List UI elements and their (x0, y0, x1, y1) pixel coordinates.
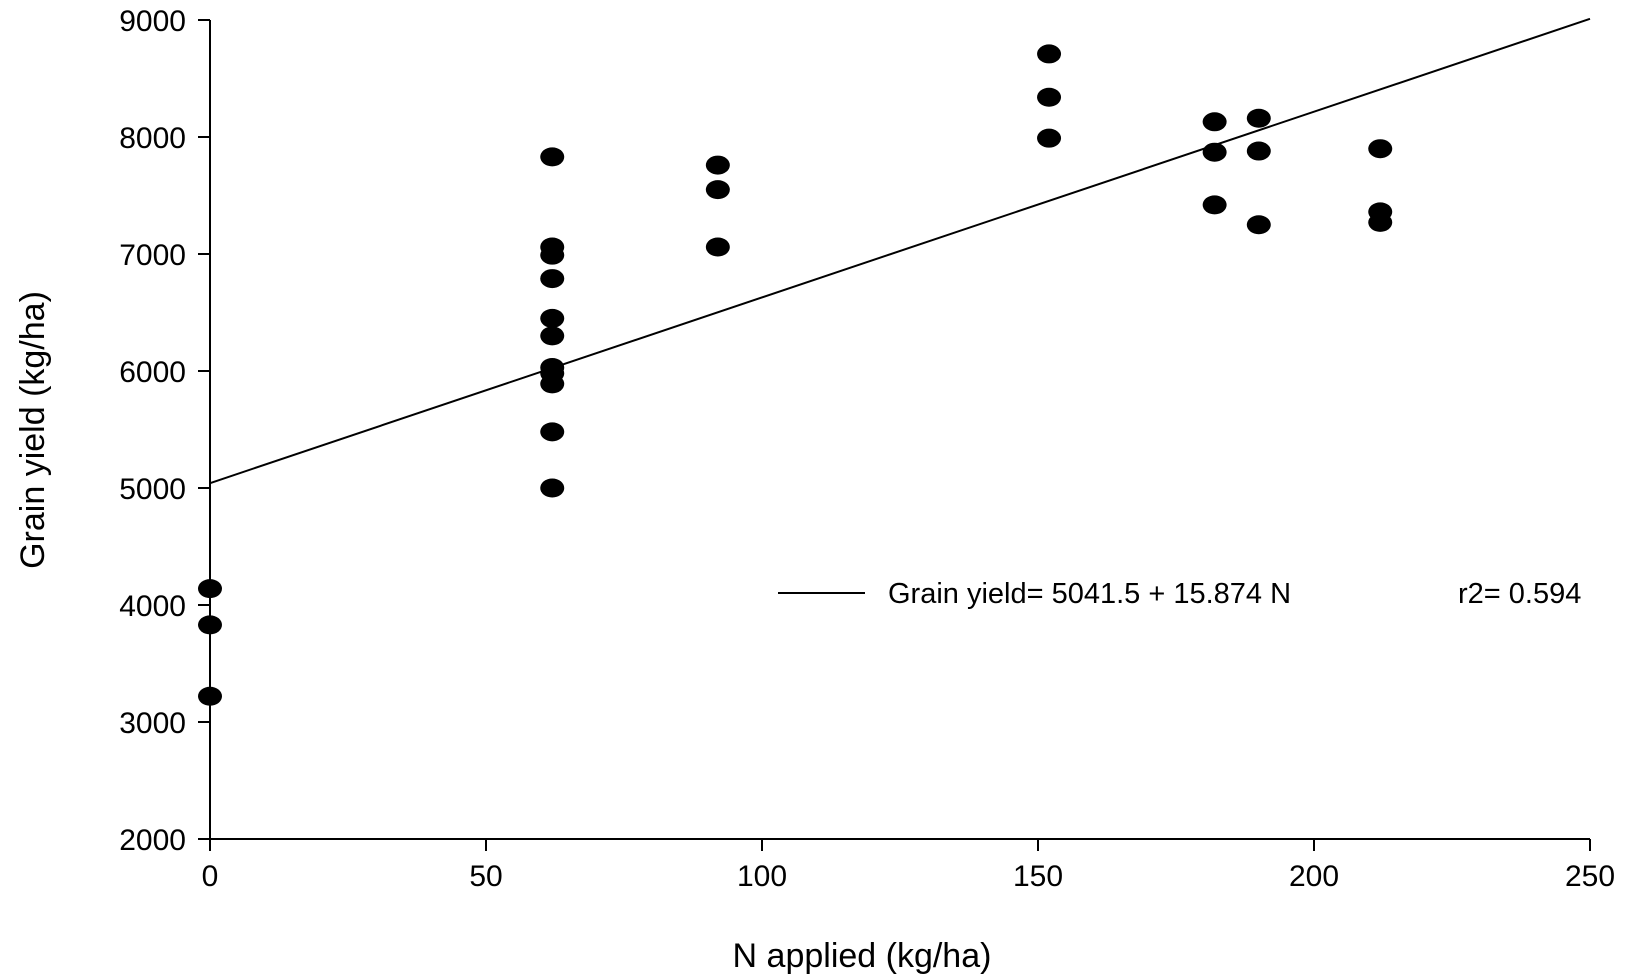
y-tick-label-6: 8000 (119, 122, 186, 155)
y-tick-label-2: 4000 (119, 590, 186, 623)
x-tick-label-3: 150 (1013, 860, 1063, 893)
x-axis-ticks: 0 50 100 150 200 250 (202, 839, 1615, 893)
x-tick-label-1: 50 (469, 860, 502, 893)
x-tick-label-0: 0 (202, 860, 219, 893)
data-point-16 (705, 237, 730, 257)
legend-equation: Grain yield= 5041.5 + 15.874 N (888, 578, 1291, 610)
data-point-15 (705, 180, 730, 200)
data-point-13 (540, 478, 565, 498)
data-point-5 (540, 245, 565, 265)
data-point-2 (198, 686, 222, 706)
data-point-20 (1202, 112, 1227, 132)
x-tick-label-2: 100 (737, 860, 787, 893)
legend-r2: r2= 0.594 (1458, 578, 1581, 610)
data-point-12 (540, 422, 565, 442)
x-tick-label-5: 250 (1565, 860, 1615, 893)
data-point-19 (1037, 128, 1062, 148)
y-axis-ticks: 2000 3000 4000 5000 6000 7000 8000 9000 (119, 5, 210, 857)
y-tick-label-0: 2000 (119, 824, 186, 857)
data-point-14 (705, 155, 730, 175)
data-point-1 (198, 615, 222, 635)
y-tick-label-4: 6000 (119, 356, 186, 389)
data-point-3 (540, 147, 565, 167)
y-axis-title: Grain yield (kg/ha) (14, 291, 52, 569)
data-point-17 (1037, 44, 1062, 64)
data-point-0 (198, 579, 222, 599)
data-point-25 (1246, 215, 1271, 235)
y-tick-label-7: 9000 (119, 5, 186, 38)
data-point-22 (1202, 195, 1227, 215)
data-point-8 (540, 326, 565, 346)
x-tick-label-4: 200 (1289, 860, 1339, 893)
data-point-11 (540, 374, 565, 394)
data-points (198, 44, 1393, 706)
data-point-21 (1202, 142, 1227, 162)
data-point-28 (1368, 212, 1393, 232)
data-point-23 (1246, 108, 1271, 128)
data-point-7 (540, 308, 565, 328)
x-axis-title: N applied (kg/ha) (733, 937, 992, 975)
legend: Grain yield= 5041.5 + 15.874 N r2= 0.594 (778, 578, 1581, 610)
y-tick-label-1: 3000 (119, 707, 186, 740)
y-tick-label-5: 7000 (119, 239, 186, 272)
regression-line (209, 17, 1591, 485)
data-point-6 (540, 269, 565, 289)
data-point-26 (1368, 139, 1393, 159)
data-point-18 (1037, 87, 1062, 107)
data-point-24 (1246, 141, 1271, 161)
y-tick-label-3: 5000 (119, 473, 186, 506)
